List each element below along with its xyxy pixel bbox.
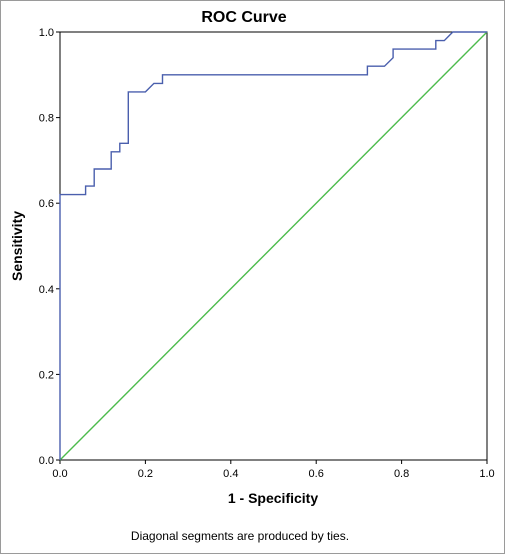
axis-ticks: 0.0 0.2 0.4 0.6 0.8 1.0 0.0 0.2 0.4 0.6 0.8 1.0 xyxy=(39,27,495,480)
y-tick-label: 0.6 xyxy=(39,198,54,210)
reference-diagonal-line xyxy=(59,31,488,461)
x-axis-title: 1 - Specificity xyxy=(228,490,318,506)
x-tick-label: 0.8 xyxy=(394,468,409,480)
y-axis-title: Sensitivity xyxy=(9,211,25,281)
x-tick-label: 0.4 xyxy=(223,468,238,480)
series-layer xyxy=(59,31,488,461)
y-tick-label: 0.4 xyxy=(39,284,54,296)
chart-footnote: Diagonal segments are produced by ties. xyxy=(131,529,349,543)
x-tick-label: 0.6 xyxy=(309,468,324,480)
x-tick-label: 1.0 xyxy=(479,468,494,480)
y-tick-label: 0.2 xyxy=(39,369,54,381)
y-tick-label: 0.8 xyxy=(39,113,54,125)
x-tick-label: 0.0 xyxy=(52,468,67,480)
chart-title: ROC Curve xyxy=(201,9,286,26)
roc-curve-line xyxy=(59,31,487,460)
x-tick-label: 0.2 xyxy=(138,468,153,480)
y-tick-label: 1.0 xyxy=(39,27,54,39)
y-tick-label: 0.0 xyxy=(39,455,54,467)
